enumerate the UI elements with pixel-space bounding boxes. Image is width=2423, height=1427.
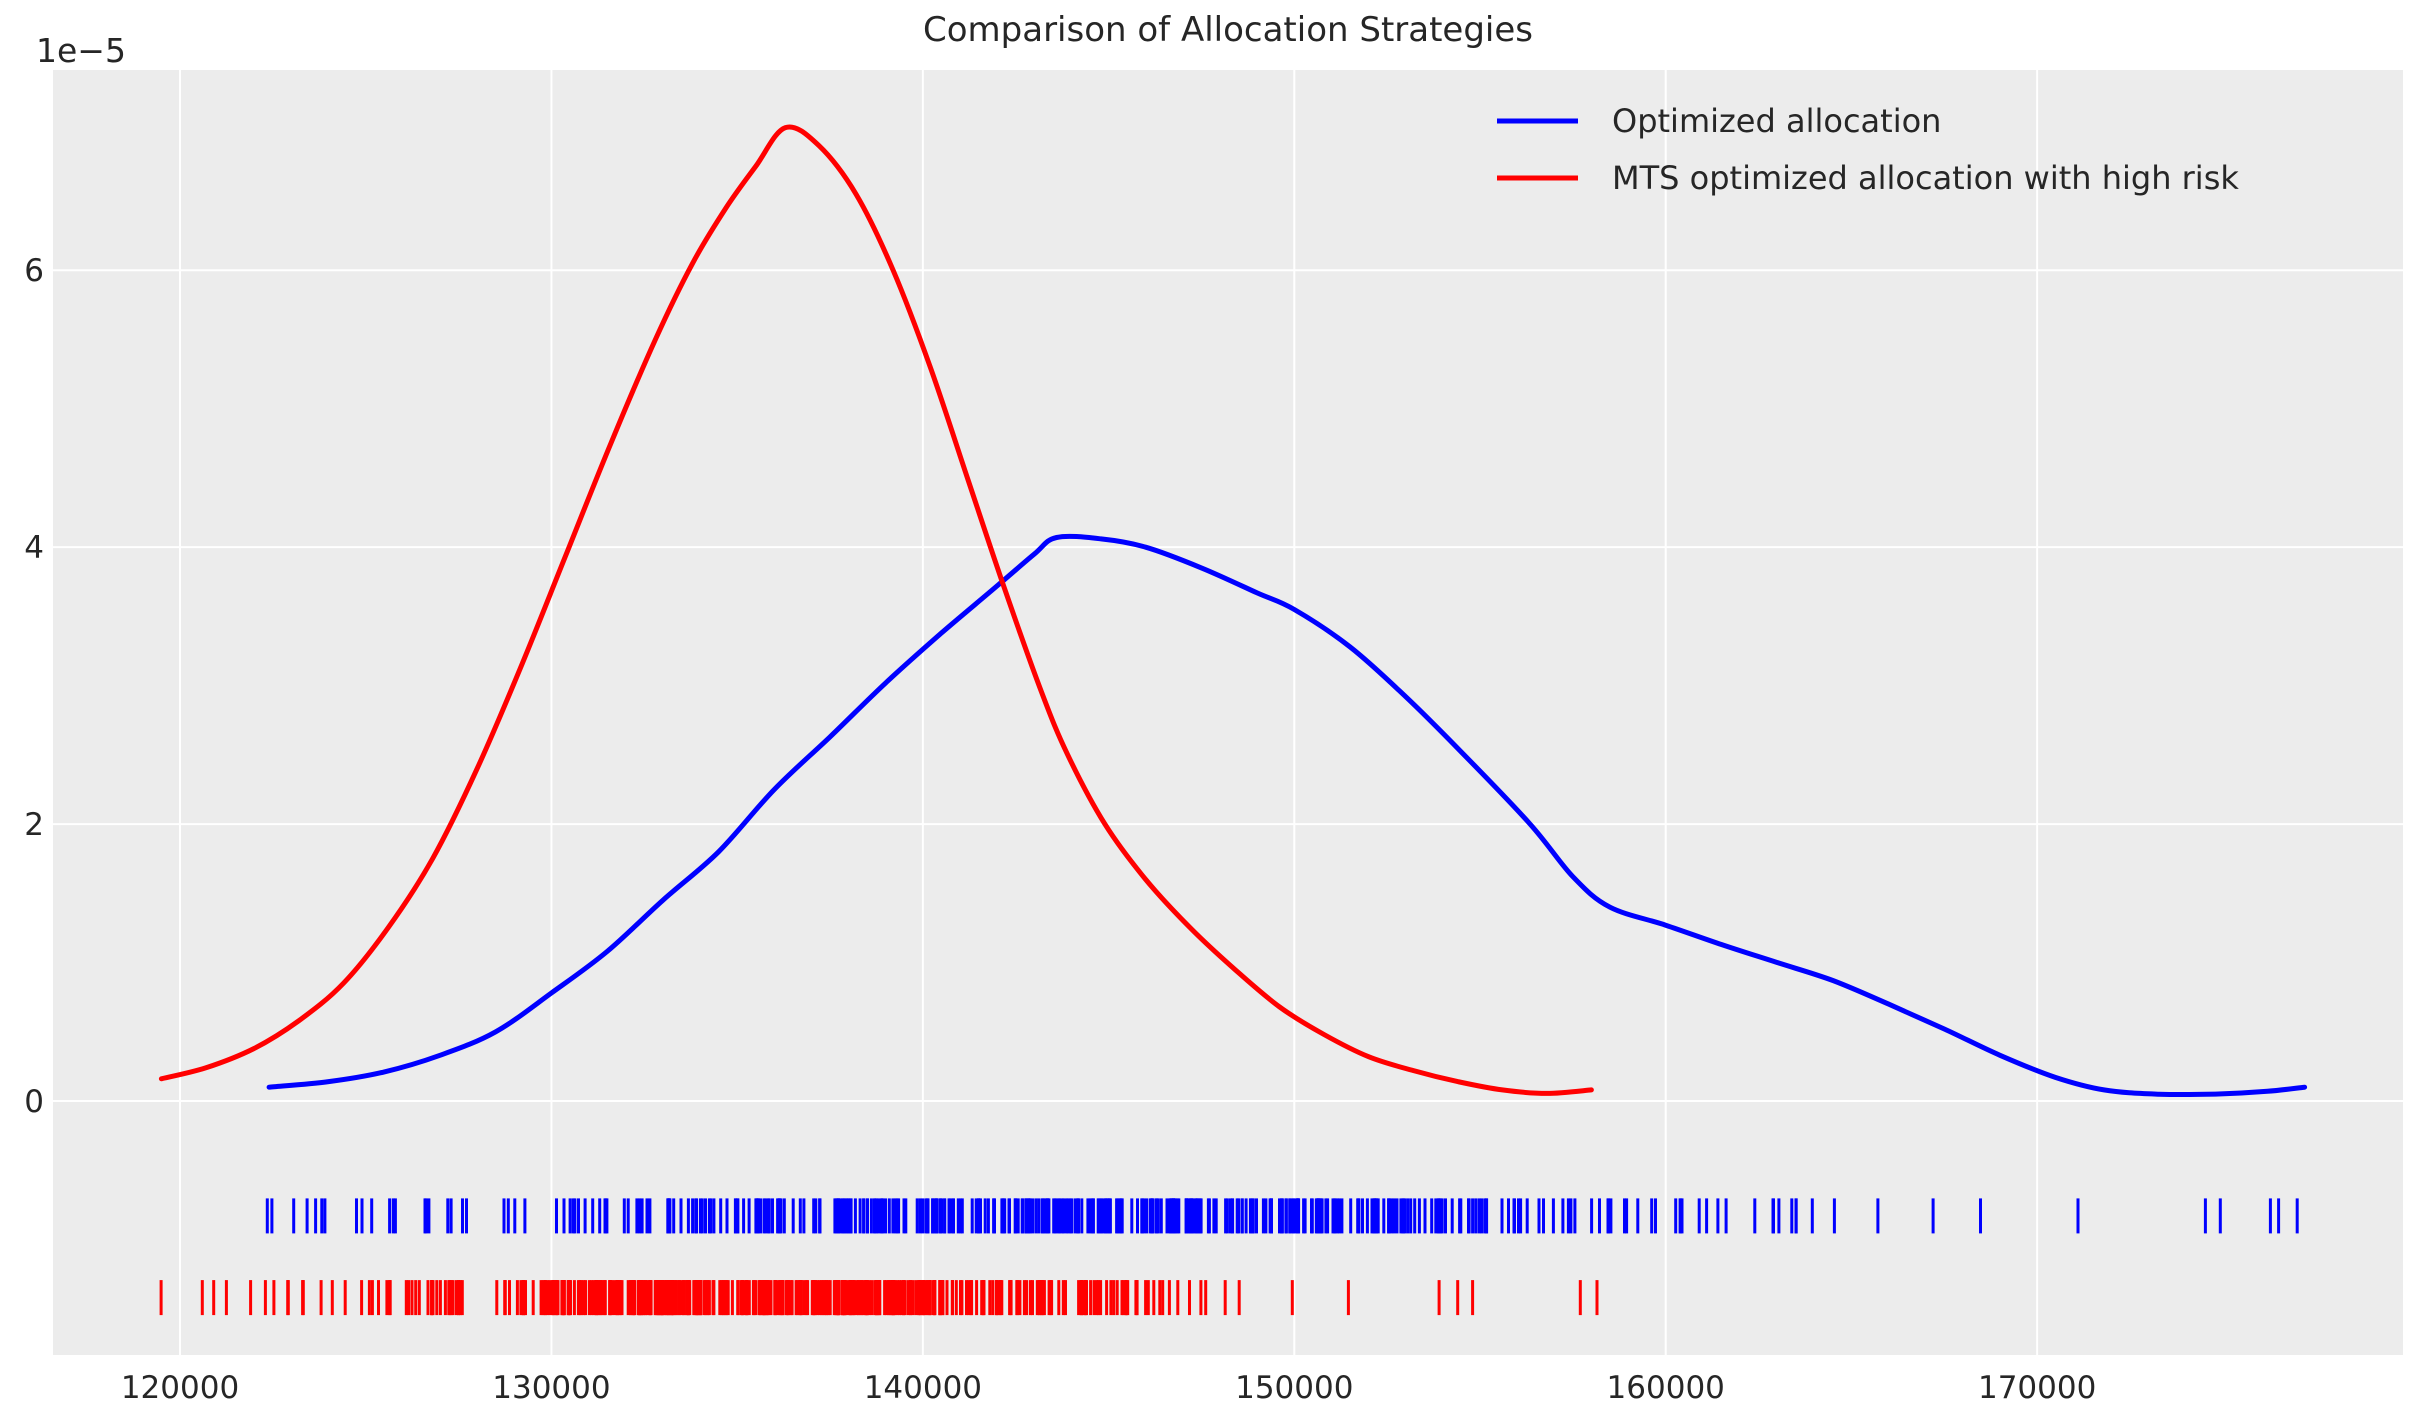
legend-label-optimized-allocation: Optimized allocation bbox=[1612, 102, 1941, 140]
y-tick-label: 4 bbox=[24, 530, 44, 566]
optimized-allocation-rug bbox=[265, 1198, 2299, 1234]
y-axis-tick-labels: 0 2 4 6 bbox=[24, 253, 44, 1120]
x-tick-label: 150000 bbox=[1235, 1370, 1353, 1406]
y-axis-offset-label: 1e−5 bbox=[36, 31, 126, 70]
x-tick-label: 160000 bbox=[1607, 1370, 1725, 1406]
x-tick-label: 170000 bbox=[1978, 1370, 2096, 1406]
x-axis-tick-labels: 120000 130000 140000 150000 160000 170000 bbox=[121, 1370, 2096, 1406]
legend: Optimized allocation MTS optimized alloc… bbox=[1497, 102, 2239, 197]
gridlines bbox=[53, 70, 2403, 1355]
y-tick-label: 6 bbox=[24, 253, 44, 289]
y-tick-label: 0 bbox=[24, 1084, 44, 1120]
rug-plots bbox=[159, 1198, 2299, 1316]
plot-area bbox=[53, 70, 2403, 1355]
legend-label-mts-high-risk: MTS optimized allocation with high risk bbox=[1612, 159, 2239, 197]
x-tick-label: 140000 bbox=[864, 1370, 982, 1406]
kde-curves bbox=[158, 124, 2308, 1098]
mts-high-risk-rug bbox=[159, 1280, 1599, 1316]
kde-curve bbox=[158, 124, 1594, 1096]
x-tick-label: 120000 bbox=[121, 1370, 239, 1406]
y-tick-label: 2 bbox=[24, 807, 44, 843]
x-tick-label: 130000 bbox=[492, 1370, 610, 1406]
chart-title: Comparison of Allocation Strategies bbox=[923, 10, 1533, 50]
kde-curve bbox=[266, 533, 2308, 1098]
